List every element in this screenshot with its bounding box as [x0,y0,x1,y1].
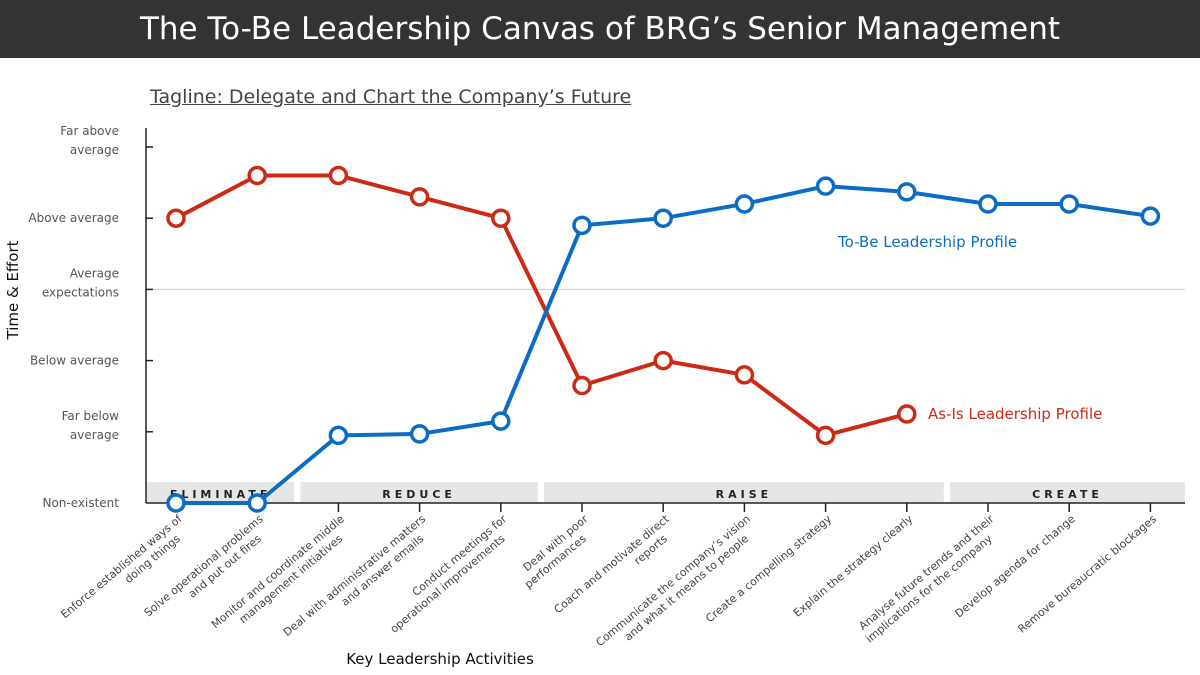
x-tick-label-line: Monitor and coordinate middle [209,512,347,631]
data-point [897,182,917,202]
group-label: REDUCE [382,488,456,501]
group-band [544,482,944,503]
data-point [166,208,186,228]
y-tick-label: Above average [28,211,119,225]
data-point [897,404,917,424]
series-label: As-Is Leadership Profile [928,405,1102,423]
y-tick-label-line: average [70,143,119,157]
x-tick-label-line: Create a compelling strategy [703,512,834,625]
y-tick-label-line: Below average [30,354,119,368]
y-tick-label-line: Far below [62,409,120,423]
y-tick-label: Average expectations [42,266,119,299]
data-point [328,165,349,186]
y-tick-label-line: Above average [28,211,119,225]
data-point [1059,194,1079,214]
series-label: To-Be Leadership Profile [837,233,1017,251]
data-point [653,350,673,371]
data-point [166,493,186,513]
data-point [409,424,430,444]
x-tick-label-line: Communicate the company’s vision [593,512,752,649]
data-point [815,176,836,196]
data-point [247,493,267,513]
x-tick-label: Remove bureaucratic blockages [1015,512,1159,635]
y-tick-label-line: Non-existent [42,496,119,510]
data-point [409,187,430,207]
data-point [247,165,267,186]
x-tick-label-line: Remove bureaucratic blockages [1015,512,1159,635]
data-point [978,194,998,214]
y-tick-label: Non-existent [42,496,119,510]
group-label: ELIMINATE [170,488,272,501]
data-point [734,365,755,385]
page-title: The To-Be Leadership Canvas of BRG’s Sen… [0,0,1200,58]
x-tick-label-line: Analyse future trends and their [857,512,997,633]
y-tick-label: Far below average [62,409,120,442]
group-band [950,482,1185,503]
data-point [653,208,673,228]
y-tick-label-line: Far above [60,124,119,138]
y-tick-label: Below average [30,354,119,368]
tagline: Tagline: Delegate and Chart the Company’… [150,86,632,108]
data-point [734,194,755,214]
x-tick-label: Create a compelling strategy [703,512,834,625]
x-tick-label: Monitor and coordinate middlemanagement … [209,512,347,631]
group-label: CREATE [1032,488,1103,501]
data-point [491,208,511,228]
group-band [300,482,538,503]
y-tick-label-line: expectations [42,285,119,299]
data-point [491,411,511,431]
y-axis-title: Time & Effort [4,240,22,340]
data-point [328,425,349,446]
x-axis-title: Key Leadership Activities [346,650,534,668]
y-tick-label-line: Average [70,266,119,280]
data-point [572,375,592,396]
data-point [1140,206,1161,226]
x-tick-label: Analyse future trends and theirimplicati… [857,512,997,645]
y-tick-label-line: average [70,428,119,442]
data-point [815,425,836,446]
data-point [572,215,592,236]
group-label: RAISE [716,488,773,501]
y-tick-label: Far above average [60,124,119,157]
series-line [175,173,908,438]
